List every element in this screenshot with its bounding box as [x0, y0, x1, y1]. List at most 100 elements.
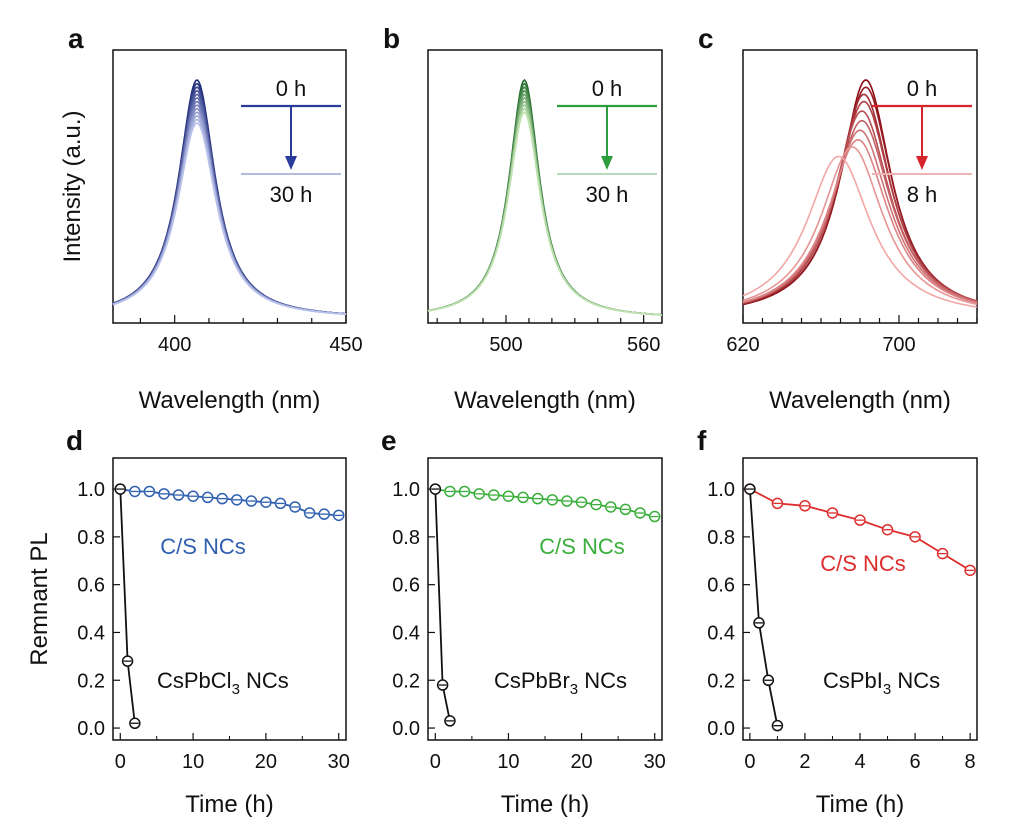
panel-label-c: c [698, 23, 714, 54]
spectrum-line [742, 155, 978, 308]
x-tick-label: 10 [182, 751, 204, 773]
x-axis-label: Wavelength (nm) [139, 387, 321, 414]
y-tick-label: 1.0 [707, 479, 735, 501]
x-tick-label: 450 [329, 334, 362, 356]
panel-f: 0 2 4 6 8 0.0 0.2 0.4 0.6 0.8 1.0 C/S NCs CsPbI3 NCs… [707, 457, 978, 818]
inset-end-label: 30 h [586, 182, 629, 207]
y-tick-label: 0.2 [707, 670, 735, 692]
series-line [435, 488, 655, 518]
annotation-core-ncs: CsPbCl3 NCs [157, 668, 289, 698]
inset-start-label: 0 h [276, 76, 307, 101]
inset-arrow-head [285, 156, 297, 170]
x-tick-label: 0 [744, 751, 755, 773]
inset-end-label: 30 h [270, 182, 313, 207]
y-tick-label: 0.2 [77, 670, 105, 692]
y-axis-label: Intensity (a.u.) [59, 110, 86, 262]
spectrum-line [742, 129, 978, 304]
panel-label-a: a [68, 23, 84, 54]
x-axis-label: Time (h) [185, 791, 273, 818]
x-axis-label: Time (h) [816, 791, 904, 818]
y-tick-label: 0.4 [392, 622, 420, 644]
panel-label-e: e [381, 425, 397, 456]
y-tick-label: 0.0 [77, 718, 105, 740]
inset-arrow-head [916, 156, 928, 170]
panel-e: 0 10 20 30 0.0 0.2 0.4 0.6 0.8 1.0 C/S NCs CsPbBr3 … [392, 457, 666, 818]
spectrum-line [112, 111, 347, 315]
y-tick-label: 0.8 [707, 527, 735, 549]
y-axis-label: Remnant PL [26, 532, 53, 665]
y-tick-label: 1.0 [392, 479, 420, 501]
annotation-subscript: 3 [883, 681, 891, 698]
panel-label-f: f [697, 425, 707, 456]
x-tick-label: 8 [965, 751, 976, 773]
panel-d: 0 10 20 30 0.0 0.2 0.4 0.6 0.8 1.0 C/S NCs CsPbCl3 … [26, 457, 350, 818]
axes-frame [427, 49, 663, 324]
annotation-core-ncs: CsPbBr3 NCs [494, 668, 627, 698]
spectrum-line [427, 111, 663, 316]
annotation-cs-ncs: C/S NCs [820, 551, 906, 576]
y-tick-label: 1.0 [77, 479, 105, 501]
axes-frame [112, 457, 347, 741]
annotation-core-ncs: CsPbI3 NCs [823, 668, 940, 698]
x-tick-label: 400 [158, 334, 191, 356]
y-tick-label: 0.4 [707, 622, 735, 644]
x-tick-label: 20 [570, 751, 592, 773]
y-tick-label: 0.2 [392, 670, 420, 692]
y-tick-label: 0.0 [707, 718, 735, 740]
annotation-formula: CsPbCl [157, 668, 232, 693]
axes-frame [112, 49, 347, 324]
x-axis-label: Wavelength (nm) [454, 387, 636, 414]
annotation-suffix: NCs [891, 668, 940, 693]
annotation-suffix: NCs [578, 668, 627, 693]
spectrum-line [112, 115, 347, 315]
annotation-formula: CsPbBr [494, 668, 570, 693]
x-tick-label: 700 [882, 334, 915, 356]
spectrum-line [742, 146, 978, 306]
y-tick-label: 0.4 [77, 622, 105, 644]
y-tick-label: 0.6 [77, 575, 105, 597]
x-tick-label: 0 [430, 751, 441, 773]
annotation-suffix: NCs [240, 668, 289, 693]
spectrum-line [742, 119, 978, 304]
x-tick-label: 2 [799, 751, 810, 773]
annotation-subscript: 3 [570, 681, 578, 698]
axes-frame [427, 457, 663, 741]
y-tick-label: 0.6 [707, 575, 735, 597]
x-tick-label: 6 [909, 751, 920, 773]
series-line [749, 489, 779, 726]
annotation-formula: CsPbI [823, 668, 883, 693]
inset-arrow-head [601, 156, 613, 170]
y-tick-label: 0.8 [77, 527, 105, 549]
annotation-cs-ncs: C/S NCs [160, 534, 246, 559]
panel-c: 620 700 0 h 8 h Wavelength (nm) [726, 49, 978, 414]
spectrum-line [742, 100, 978, 304]
annotation-subscript: 3 [232, 681, 240, 698]
x-axis-label: Wavelength (nm) [769, 387, 951, 414]
spectrum-line [112, 122, 347, 315]
x-tick-label: 620 [726, 334, 759, 356]
panel-b: 500 560 0 h 30 h Wavelength (nm) [427, 49, 663, 414]
x-tick-label: 20 [255, 751, 277, 773]
annotation-cs-ncs: C/S NCs [539, 534, 625, 559]
panel-a: 400 450 0 h 30 h Wavelength (nm) Intensity (a… [59, 49, 363, 414]
inset-start-label: 0 h [907, 76, 938, 101]
x-tick-label: 500 [489, 334, 522, 356]
x-axis-label: Time (h) [501, 791, 589, 818]
panel-label-d: d [66, 425, 83, 456]
spectrum-line [742, 138, 978, 304]
x-tick-label: 30 [644, 751, 666, 773]
series-line [120, 488, 339, 517]
y-tick-label: 0.0 [392, 718, 420, 740]
y-tick-label: 0.6 [392, 575, 420, 597]
x-tick-label: 10 [497, 751, 519, 773]
x-tick-label: 30 [328, 751, 350, 773]
x-tick-label: 4 [854, 751, 865, 773]
panel-label-b: b [383, 23, 400, 54]
spectrum-line [427, 100, 663, 316]
inset-end-label: 8 h [907, 182, 938, 207]
spectrum-line [112, 118, 347, 315]
x-tick-label: 0 [115, 751, 126, 773]
x-tick-label: 560 [627, 334, 660, 356]
series-line [119, 489, 136, 724]
